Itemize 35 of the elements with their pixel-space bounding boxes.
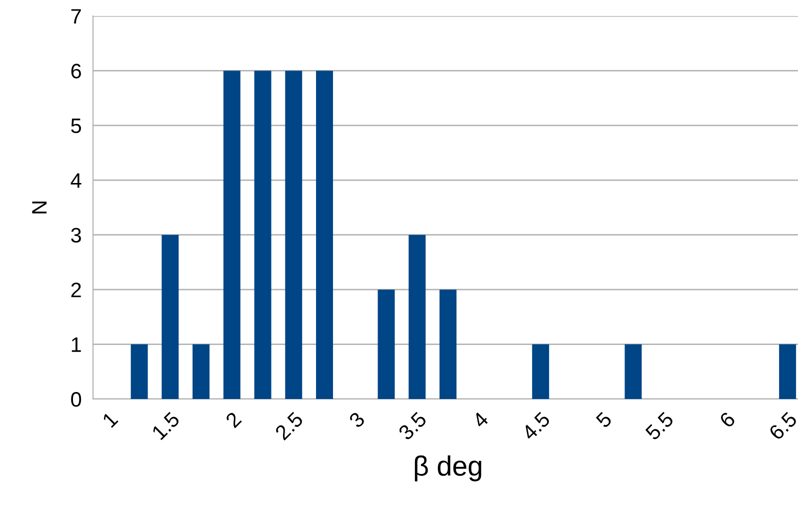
x-tick-label: 2 (224, 411, 242, 428)
bar (130, 344, 148, 399)
bar (285, 70, 302, 399)
bar (223, 70, 240, 399)
x-tick-label: 4.5 (521, 411, 551, 442)
x-tick-label: 2.5 (274, 411, 304, 441)
y-tick-label: 3 (71, 228, 81, 243)
y-tick-label: 4 (70, 173, 82, 188)
x-tick-label: 1 (102, 411, 118, 428)
bar (254, 70, 272, 399)
y-tick-label: 7 (71, 9, 81, 24)
y-tick-label: 2 (71, 282, 81, 298)
y-tick-label: 0 (71, 392, 82, 407)
x-tick-label: 3 (348, 411, 366, 429)
bar (192, 344, 210, 399)
bar (440, 290, 456, 399)
x-tick-label: 5 (595, 411, 613, 429)
y-tick-label: 6 (71, 64, 81, 78)
x-tick-label: 5.5 (644, 411, 674, 441)
bar (624, 344, 642, 399)
x-tick-label: 3.5 (398, 411, 428, 441)
bar (532, 344, 550, 399)
y-tick-label: 1 (72, 338, 81, 352)
bar (779, 344, 796, 399)
y-axis-title: N (32, 202, 47, 214)
bar (408, 234, 426, 399)
x-axis-title: β deg (414, 455, 482, 482)
bar (316, 70, 334, 399)
bar (162, 234, 179, 399)
x-tick-label: 6 (718, 411, 736, 428)
bar (378, 290, 395, 399)
x-tick-label: 1.5 (151, 411, 180, 440)
x-tick-label: 4 (472, 411, 490, 429)
x-tick-label: 6.5 (768, 411, 798, 441)
y-tick-label: 5 (71, 118, 82, 134)
